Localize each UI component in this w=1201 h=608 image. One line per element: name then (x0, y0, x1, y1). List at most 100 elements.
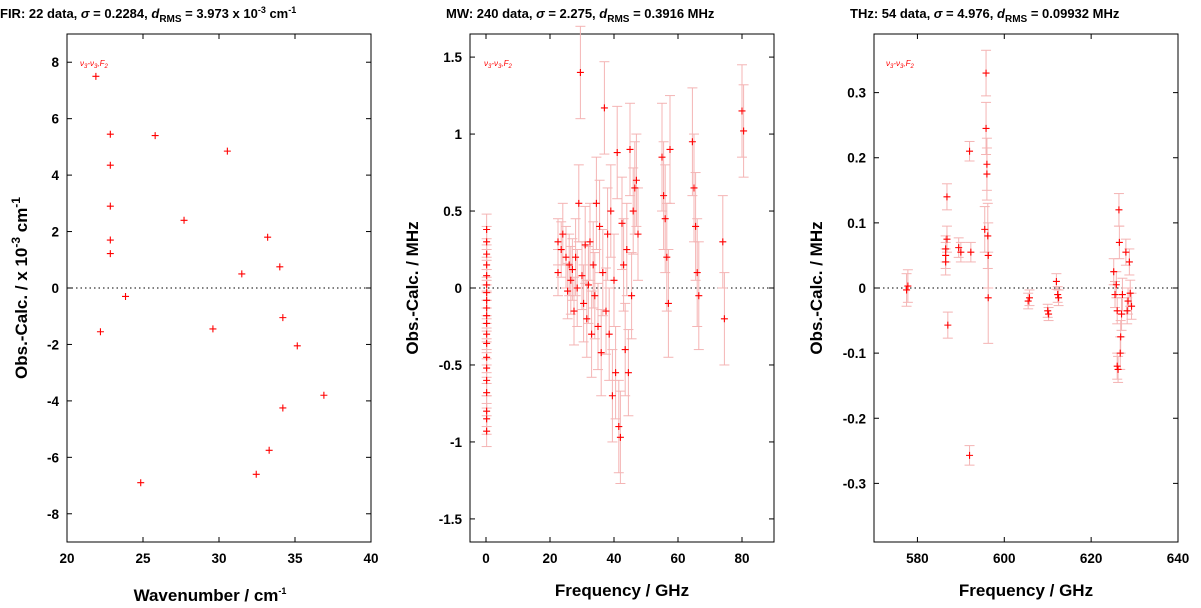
mw-data-point (600, 104, 608, 112)
mw-data-point (483, 226, 491, 234)
fir-data-point (180, 216, 188, 224)
thz-data-point (904, 282, 912, 290)
thz-data-point (943, 235, 951, 243)
thz-data-point (1054, 291, 1062, 299)
fir-data-point (106, 161, 114, 169)
mw-data-point (621, 346, 629, 354)
fir-y-tick-label: 4 (51, 168, 59, 183)
thz-data-point (1117, 333, 1125, 341)
thz-data-point (984, 294, 992, 302)
mw-errorbars (481, 25, 749, 485)
thz-data-point (943, 193, 951, 201)
fir-panel: FIR: 22 data, σ = 0.2284, dRMS = 3.973 x… (0, 5, 379, 605)
mw-data-point (693, 269, 701, 277)
mw-data-point (620, 261, 628, 269)
fir-data-point (223, 147, 231, 155)
fir-x-tick-label: 35 (287, 551, 303, 566)
mw-x-tick-label: 20 (542, 551, 557, 566)
mw-data-point (719, 238, 727, 246)
mw-data-point (483, 281, 491, 289)
fir-y-tick-label: 2 (51, 225, 59, 240)
thz-data-point (1124, 297, 1132, 305)
mw-data-point (559, 230, 567, 238)
mw-data-point (608, 392, 616, 400)
mw-data-point (738, 107, 746, 115)
mw-data-point (599, 269, 607, 277)
mw-data-point (594, 322, 602, 330)
fir-x-ticks: 20 25 30 35 40 (59, 34, 379, 566)
mw-data-point (554, 269, 562, 277)
fir-data-point (106, 236, 114, 244)
thz-data-point (957, 248, 965, 256)
mw-y-tick-label: 1 (454, 127, 462, 142)
mw-data-point (483, 415, 491, 423)
mw-data-point (690, 184, 698, 192)
mw-data-point (584, 281, 592, 289)
mw-data-point (576, 68, 584, 76)
fir-y-tick-label: 6 (51, 112, 59, 127)
mw-data-point (658, 153, 666, 161)
mw-data-point (567, 276, 575, 284)
thz-data-point (1128, 302, 1136, 310)
thz-data-point (966, 147, 974, 155)
mw-data-point (570, 307, 578, 315)
mw-data-point (483, 304, 491, 312)
mw-data-point (483, 312, 491, 320)
thz-data-point (1115, 206, 1123, 214)
mw-data-point (568, 266, 576, 274)
mw-data-point (616, 433, 624, 441)
fir-data-point (279, 404, 287, 412)
fir-y-tick-label: -8 (47, 507, 59, 522)
thz-data-point (1111, 291, 1119, 299)
mw-data-point (692, 222, 700, 230)
thz-data-point (1118, 310, 1126, 318)
thz-y-tick-label: 0.2 (847, 151, 866, 166)
mw-x-label: Frequency / GHz (555, 581, 689, 600)
mw-data-point (483, 289, 491, 297)
mw-y-tick-label: 0.5 (443, 204, 462, 219)
thz-x-tick-label: 600 (993, 551, 1016, 566)
fir-x-tick-label: 25 (135, 551, 151, 566)
thz-data-point (1045, 310, 1053, 318)
thz-data-point (1025, 294, 1033, 302)
mw-y-tick-label: -1 (450, 435, 462, 450)
fir-data-point (276, 263, 284, 271)
mw-x-tick-label: 0 (482, 551, 490, 566)
fir-data-point (264, 233, 272, 241)
mw-data-point (666, 145, 674, 153)
mw-data-point (740, 127, 748, 135)
thz-y-tick-label: -0.1 (843, 346, 867, 361)
thz-x-label: Frequency / GHz (959, 581, 1093, 600)
mw-data-point (572, 253, 580, 261)
thz-data-point (1112, 281, 1120, 289)
mw-data-point (720, 315, 728, 323)
thz-data-point (1122, 248, 1130, 256)
thz-data-point (955, 244, 963, 252)
thz-data-point (982, 124, 990, 132)
thz-data-point (1115, 238, 1123, 246)
fir-y-tick-label: 0 (51, 281, 59, 296)
thz-data-point (966, 451, 974, 459)
mw-y-ticks: -1.5 -1 -0.5 0 0.5 1 1.5 (439, 50, 774, 527)
fir-data-point (92, 72, 100, 80)
mw-y-tick-label: 1.5 (443, 50, 462, 65)
thz-data-point (982, 69, 990, 77)
mw-data-point (586, 238, 594, 246)
mw-data-point (663, 253, 671, 261)
thz-data-point (942, 251, 950, 259)
mw-data-point (578, 272, 586, 280)
mw-data-point (483, 330, 491, 338)
thz-panel: THz: 54 data, σ = 4.976, dRMS = 0.09932 … (807, 6, 1189, 600)
thz-data-point (1125, 258, 1133, 266)
fir-y-tick-label: -6 (47, 450, 59, 465)
mw-data-point (634, 230, 642, 238)
fir-data-point (279, 314, 287, 322)
mw-data-point (483, 353, 491, 361)
mw-data-point (631, 184, 639, 192)
mw-y-label: Obs.-Calc. / MHz (403, 221, 422, 354)
thz-data-point (1113, 362, 1121, 370)
mw-x-tick-label: 40 (606, 551, 621, 566)
mw-data-point (554, 238, 562, 246)
thz-y-ticks: -0.3 -0.2 -0.1 0 0.1 0.2 0.3 (843, 86, 1178, 491)
